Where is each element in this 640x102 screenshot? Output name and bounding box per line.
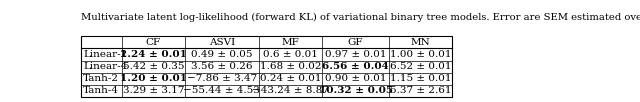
Text: ASVI: ASVI — [209, 38, 235, 47]
Text: Tanh-4: Tanh-4 — [83, 86, 119, 95]
Text: −43.24 ± 8.87: −43.24 ± 8.87 — [252, 86, 329, 95]
Text: Multivariate latent log-likelihood (forward KL) of variational binary tree model: Multivariate latent log-likelihood (forw… — [81, 13, 640, 22]
Text: 0.97 ± 0.01: 0.97 ± 0.01 — [324, 50, 387, 59]
Bar — [81, 36, 452, 97]
Text: 1.68 ± 0.02: 1.68 ± 0.02 — [260, 62, 321, 71]
Text: 0.90 ± 0.01: 0.90 ± 0.01 — [324, 74, 387, 83]
Text: 5.37 ± 2.61: 5.37 ± 2.61 — [390, 86, 451, 95]
Text: MN: MN — [411, 38, 431, 47]
Text: 6.56 ± 0.04: 6.56 ± 0.04 — [322, 62, 389, 71]
Text: 0.6 ± 0.01: 0.6 ± 0.01 — [263, 50, 317, 59]
Text: 10.32 ± 0.05: 10.32 ± 0.05 — [319, 86, 392, 95]
Text: 1.15 ± 0.01: 1.15 ± 0.01 — [390, 74, 451, 83]
Text: −7.86 ± 3.47: −7.86 ± 3.47 — [187, 74, 257, 83]
Text: CF: CF — [146, 38, 161, 47]
Text: 1.24 ± 0.01: 1.24 ± 0.01 — [120, 50, 187, 59]
Text: 0.24 ± 0.01: 0.24 ± 0.01 — [260, 74, 321, 83]
Text: 0.49 ± 0.05: 0.49 ± 0.05 — [191, 50, 253, 59]
Text: GF: GF — [348, 38, 364, 47]
Text: Linear-4: Linear-4 — [83, 62, 127, 71]
Text: 1.20 ± 0.01: 1.20 ± 0.01 — [120, 74, 187, 83]
Text: 3.56 ± 0.26: 3.56 ± 0.26 — [191, 62, 253, 71]
Text: 3.29 ± 3.17: 3.29 ± 3.17 — [123, 86, 184, 95]
Text: 6.52 ± 0.01: 6.52 ± 0.01 — [390, 62, 451, 71]
Text: 5.42 ± 0.35: 5.42 ± 0.35 — [123, 62, 184, 71]
Text: −55.44 ± 4.53: −55.44 ± 4.53 — [184, 86, 260, 95]
Text: Tanh-2: Tanh-2 — [83, 74, 119, 83]
Text: Linear-2: Linear-2 — [83, 50, 127, 59]
Text: MF: MF — [282, 38, 299, 47]
Text: 1.00 ± 0.01: 1.00 ± 0.01 — [390, 50, 451, 59]
